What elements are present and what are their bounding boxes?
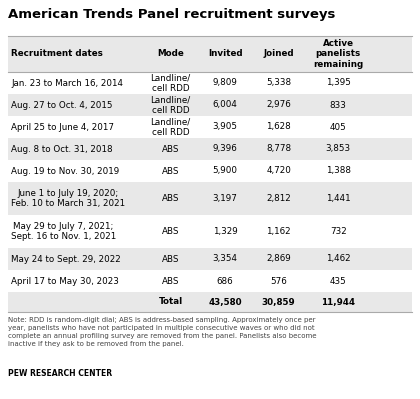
Text: April 17 to May 30, 2023: April 17 to May 30, 2023 xyxy=(11,277,119,286)
Text: 11,944: 11,944 xyxy=(321,298,355,306)
Bar xyxy=(8,36,412,72)
Text: 3,853: 3,853 xyxy=(326,144,351,154)
Text: 435: 435 xyxy=(330,277,346,286)
Text: Aug. 8 to Oct. 31, 2018: Aug. 8 to Oct. 31, 2018 xyxy=(11,144,113,154)
Text: 3,905: 3,905 xyxy=(213,122,238,132)
Text: ABS: ABS xyxy=(162,255,179,263)
Text: 6,004: 6,004 xyxy=(213,101,238,109)
Text: 2,812: 2,812 xyxy=(266,194,291,203)
Text: 833: 833 xyxy=(330,101,346,109)
Text: PEW RESEARCH CENTER: PEW RESEARCH CENTER xyxy=(8,369,112,378)
Text: 1,388: 1,388 xyxy=(326,166,351,176)
Bar xyxy=(8,72,412,94)
Text: Recruitment dates: Recruitment dates xyxy=(11,49,103,59)
Text: Invited: Invited xyxy=(208,49,242,59)
Text: Landline/
cell RDD: Landline/ cell RDD xyxy=(150,95,191,115)
Bar xyxy=(8,94,412,116)
Text: American Trends Panel recruitment surveys: American Trends Panel recruitment survey… xyxy=(8,8,336,21)
Bar xyxy=(8,116,412,138)
Text: 3,197: 3,197 xyxy=(213,194,238,203)
Text: 732: 732 xyxy=(330,227,346,236)
Bar xyxy=(8,248,412,270)
Text: 3,354: 3,354 xyxy=(213,255,238,263)
Text: 576: 576 xyxy=(270,277,287,286)
Text: 43,580: 43,580 xyxy=(208,298,242,306)
Text: 9,809: 9,809 xyxy=(213,79,238,87)
Text: 1,628: 1,628 xyxy=(266,122,291,132)
Bar xyxy=(8,270,412,292)
Text: Aug. 27 to Oct. 4, 2015: Aug. 27 to Oct. 4, 2015 xyxy=(11,101,113,109)
Text: ABS: ABS xyxy=(162,194,179,203)
Text: Aug. 19 to Nov. 30, 2019: Aug. 19 to Nov. 30, 2019 xyxy=(11,166,119,176)
Text: Active
panelists
remaining: Active panelists remaining xyxy=(313,39,363,69)
Text: ABS: ABS xyxy=(162,227,179,236)
Text: 5,900: 5,900 xyxy=(213,166,238,176)
Text: 2,869: 2,869 xyxy=(266,255,291,263)
Bar xyxy=(8,215,412,248)
Text: 405: 405 xyxy=(330,122,346,132)
Text: 1,395: 1,395 xyxy=(326,79,351,87)
Text: 8,778: 8,778 xyxy=(266,144,291,154)
Bar xyxy=(8,138,412,160)
Text: ABS: ABS xyxy=(162,166,179,176)
Text: Landline/
cell RDD: Landline/ cell RDD xyxy=(150,117,191,137)
Text: 1,162: 1,162 xyxy=(266,227,291,236)
Bar xyxy=(8,182,412,215)
Text: 4,720: 4,720 xyxy=(266,166,291,176)
Text: June 1 to July 19, 2020;
Feb. 10 to March 31, 2021: June 1 to July 19, 2020; Feb. 10 to Marc… xyxy=(11,189,125,208)
Text: Note: RDD is random-digit dial; ABS is address-based sampling. Approximately onc: Note: RDD is random-digit dial; ABS is a… xyxy=(8,317,317,347)
Text: May 24 to Sept. 29, 2022: May 24 to Sept. 29, 2022 xyxy=(11,255,121,263)
Text: 1,441: 1,441 xyxy=(326,194,351,203)
Text: ABS: ABS xyxy=(162,277,179,286)
Text: 1,329: 1,329 xyxy=(213,227,238,236)
Text: Mode: Mode xyxy=(157,49,184,59)
Text: 5,338: 5,338 xyxy=(266,79,291,87)
Bar xyxy=(8,292,412,312)
Text: 30,859: 30,859 xyxy=(262,298,296,306)
Text: May 29 to July 7, 2021;
Sept. 16 to Nov. 1, 2021: May 29 to July 7, 2021; Sept. 16 to Nov.… xyxy=(11,222,116,241)
Text: 9,396: 9,396 xyxy=(213,144,238,154)
Text: April 25 to June 4, 2017: April 25 to June 4, 2017 xyxy=(11,122,114,132)
Bar xyxy=(8,160,412,182)
Text: Total: Total xyxy=(158,298,183,306)
Text: 2,976: 2,976 xyxy=(266,101,291,109)
Text: Joined: Joined xyxy=(263,49,294,59)
Text: Landline/
cell RDD: Landline/ cell RDD xyxy=(150,73,191,93)
Text: 1,462: 1,462 xyxy=(326,255,351,263)
Text: 686: 686 xyxy=(217,277,234,286)
Text: Jan. 23 to March 16, 2014: Jan. 23 to March 16, 2014 xyxy=(11,79,123,87)
Text: ABS: ABS xyxy=(162,144,179,154)
